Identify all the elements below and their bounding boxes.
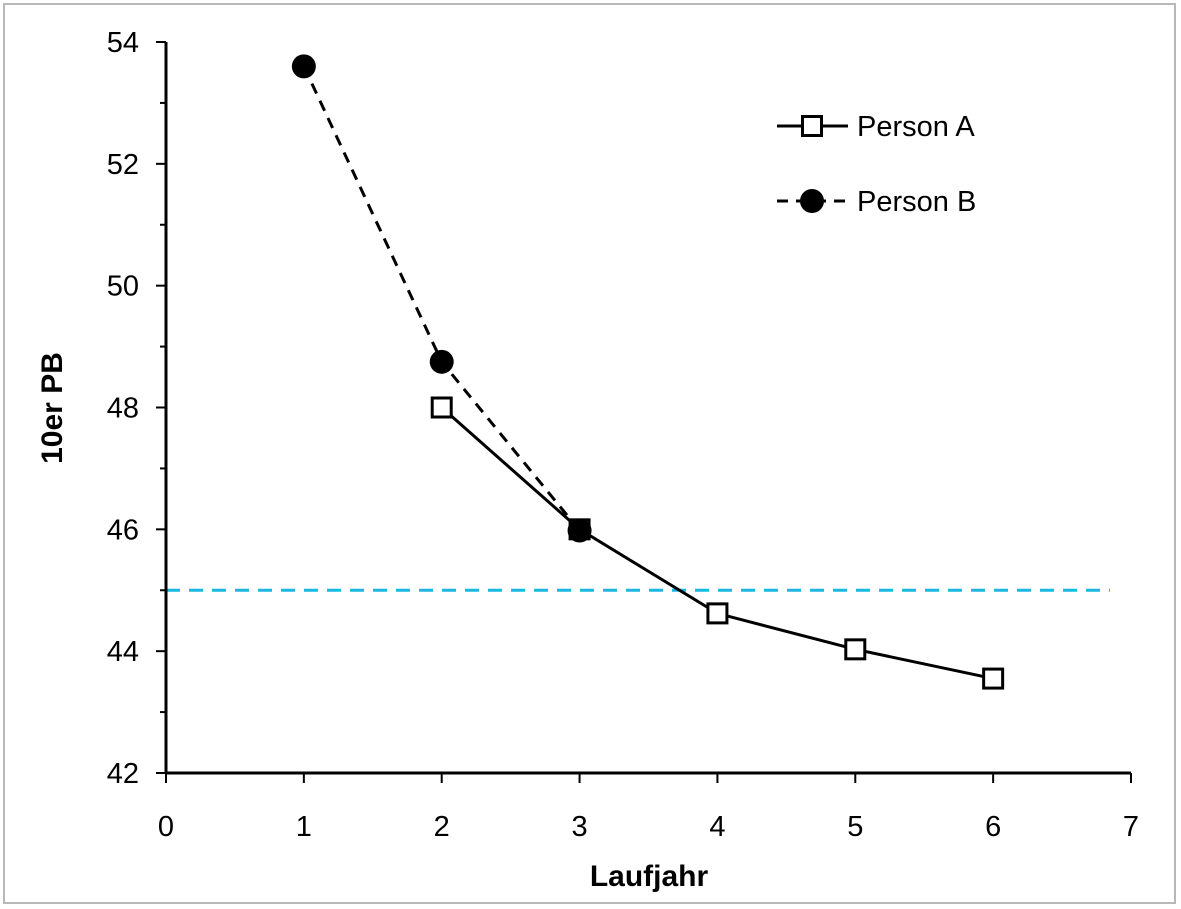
y-tick-label: 52 <box>107 149 139 181</box>
legend-marker-person-a <box>801 115 823 137</box>
data-point-person-b <box>429 349 454 374</box>
legend-marker-person-b <box>800 189 824 213</box>
x-tick-label: 6 <box>985 811 1001 843</box>
y-tick-label: 42 <box>107 758 139 790</box>
x-tick-label: 5 <box>847 811 863 843</box>
x-tick-label: 3 <box>572 811 588 843</box>
axes <box>156 41 1132 783</box>
x-tick-label: 4 <box>709 811 725 843</box>
x-tick-label: 7 <box>1123 811 1139 843</box>
data-point-person-a <box>982 667 1005 690</box>
x-tick-label: 2 <box>434 811 450 843</box>
x-tick-label: 1 <box>296 811 312 843</box>
legend-label-person-a: Person A <box>857 111 975 143</box>
x-tick-label: 0 <box>158 811 174 843</box>
data-point-person-a <box>430 396 453 419</box>
x-axis-title: Laufjahr <box>590 860 709 893</box>
y-tick-label: 54 <box>107 27 139 59</box>
series-line-person-b <box>302 65 581 532</box>
y-tick-label: 48 <box>107 393 139 425</box>
y-tick-label: 50 <box>107 271 139 303</box>
y-tick-label: 44 <box>107 636 139 668</box>
data-point-person-a <box>844 638 867 661</box>
legend: Person A Person B <box>777 111 976 218</box>
series-line-person-a <box>440 406 994 681</box>
tick-labels: 42 44 46 48 50 52 54 0 1 2 3 4 5 6 7 <box>107 27 1139 843</box>
data-point-person-b <box>567 518 592 543</box>
y-axis-title: 10er PB <box>36 352 69 464</box>
series-layer <box>291 54 1005 690</box>
chart-frame <box>3 3 1176 904</box>
data-point-person-b <box>291 54 316 79</box>
data-point-person-a <box>706 602 729 625</box>
legend-label-person-b: Person B <box>857 186 976 218</box>
y-tick-label: 46 <box>107 514 139 546</box>
